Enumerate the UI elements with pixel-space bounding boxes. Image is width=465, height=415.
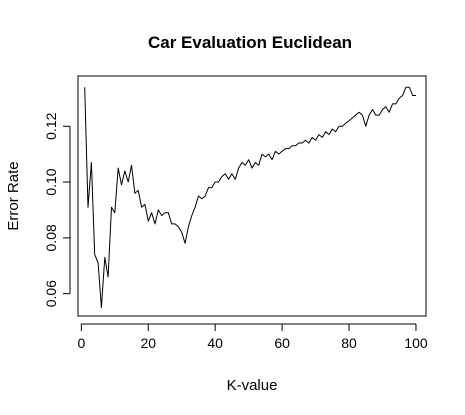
x-tick-label: 40 <box>207 335 223 351</box>
x-tick-label: 20 <box>140 335 156 351</box>
chart-title: Car Evaluation Euclidean <box>148 33 352 52</box>
y-tick-label: 0.10 <box>43 168 59 195</box>
x-tick-label: 100 <box>404 335 428 351</box>
x-tick-label: 80 <box>341 335 357 351</box>
y-tick-label: 0.12 <box>43 112 59 139</box>
y-axis-label: Error Rate <box>5 161 22 230</box>
x-axis: 0 20 40 60 80 100 <box>77 323 428 351</box>
x-axis-label: K-value <box>227 377 278 394</box>
plot-frame <box>77 75 427 317</box>
error-rate-line <box>84 86 416 309</box>
y-tick-label: 0.08 <box>43 224 59 251</box>
x-tick-label: 0 <box>77 335 85 351</box>
x-tick-label: 60 <box>274 335 290 351</box>
y-tick-label: 0.06 <box>43 280 59 307</box>
y-axis: 0.06 0.08 0.10 0.12 <box>43 112 71 307</box>
